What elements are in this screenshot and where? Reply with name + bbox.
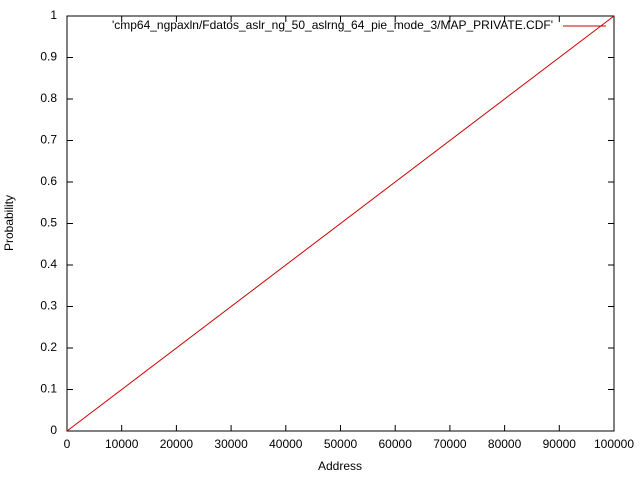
x-tick-label: 30000 — [214, 437, 248, 451]
y-tick-label: 0 — [50, 423, 57, 437]
x-tick-label: 40000 — [269, 437, 303, 451]
x-tick-label: 90000 — [543, 437, 577, 451]
x-tick-label: 70000 — [433, 437, 467, 451]
y-tick-label: 0.6 — [40, 174, 57, 188]
y-tick-label: 0.7 — [40, 133, 57, 147]
x-tick-label: 20000 — [160, 437, 194, 451]
series-line — [66, 15, 615, 432]
y-tick-label: 0.1 — [40, 382, 57, 396]
y-tick-label: 0.2 — [40, 340, 57, 354]
x-tick-label: 100000 — [594, 437, 634, 451]
y-tick-label: 1 — [50, 8, 57, 22]
y-tick-label: 0.4 — [40, 257, 57, 271]
y-axis-label: Probability — [2, 195, 16, 251]
y-tick-label: 0.8 — [40, 91, 57, 105]
legend-label: 'cmp64_ngpaxln/Fdatos_aslr_ng_50_aslrng_… — [112, 18, 553, 32]
x-tick-label: 50000 — [324, 437, 358, 451]
x-tick-label: 0 — [64, 437, 71, 451]
x-tick-label: 60000 — [379, 437, 413, 451]
y-tick-label: 0.9 — [40, 50, 57, 64]
x-tick-label: 80000 — [488, 437, 522, 451]
x-axis-label: Address — [318, 459, 362, 473]
y-tick-label: 0.3 — [40, 299, 57, 313]
y-tick-label: 0.5 — [40, 216, 57, 230]
x-tick-label: 10000 — [105, 437, 139, 451]
